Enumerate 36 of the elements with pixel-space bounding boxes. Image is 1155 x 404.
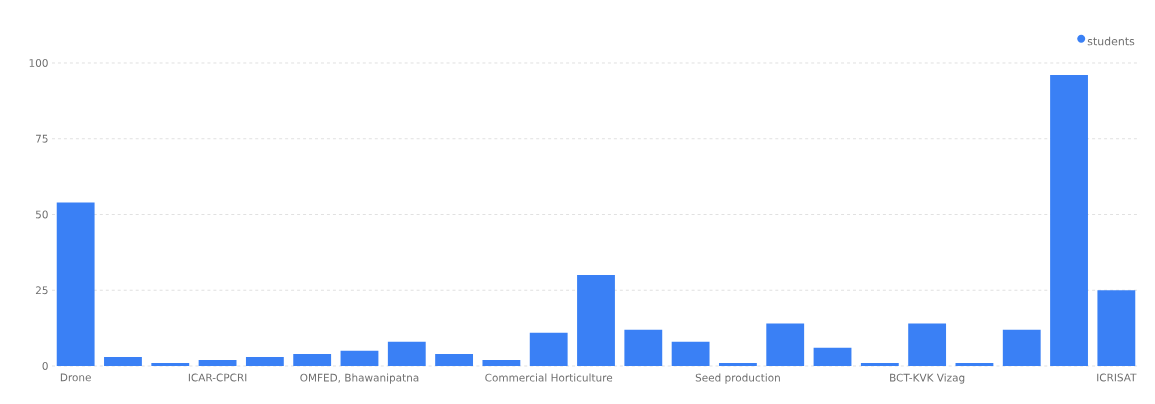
x-tick-label: Commercial Horticulture bbox=[485, 373, 613, 382]
bar bbox=[813, 347, 852, 366]
bar bbox=[577, 275, 615, 366]
bar bbox=[104, 356, 142, 366]
bar bbox=[908, 323, 947, 366]
bar bbox=[1002, 329, 1041, 366]
x-tick-label: ICAR-CPCRI bbox=[188, 373, 247, 382]
x-tick-label: ICRISAT bbox=[1097, 373, 1137, 382]
bar bbox=[245, 356, 284, 366]
x-tick-label: Drone bbox=[60, 373, 91, 382]
x-tick-label: OMFED, Bhawanipatna bbox=[300, 373, 419, 384]
bar bbox=[198, 359, 237, 366]
bar bbox=[435, 353, 474, 366]
legend-label: students bbox=[1087, 36, 1135, 46]
bar bbox=[340, 350, 379, 366]
bar bbox=[766, 323, 805, 366]
bar bbox=[293, 353, 332, 366]
y-tick-label: 0 bbox=[42, 362, 48, 370]
y-tick-label: 75 bbox=[36, 134, 48, 143]
bar bbox=[624, 329, 663, 366]
bar bbox=[529, 332, 568, 366]
bar bbox=[955, 362, 994, 366]
y-tick-label: 25 bbox=[35, 286, 48, 295]
bar bbox=[151, 362, 190, 366]
x-tick-label: Seed production bbox=[695, 373, 780, 384]
bar bbox=[387, 341, 426, 366]
bar bbox=[671, 341, 710, 366]
bar bbox=[482, 359, 521, 366]
bar bbox=[718, 362, 757, 366]
bar bbox=[56, 202, 95, 366]
y-tick-label: 50 bbox=[35, 210, 48, 219]
y-tick-label: 100 bbox=[29, 59, 48, 67]
x-tick-label: BCT-KVK Vizag bbox=[890, 373, 965, 384]
bar bbox=[1097, 290, 1136, 366]
bar bbox=[1050, 75, 1088, 366]
bar bbox=[860, 362, 899, 366]
